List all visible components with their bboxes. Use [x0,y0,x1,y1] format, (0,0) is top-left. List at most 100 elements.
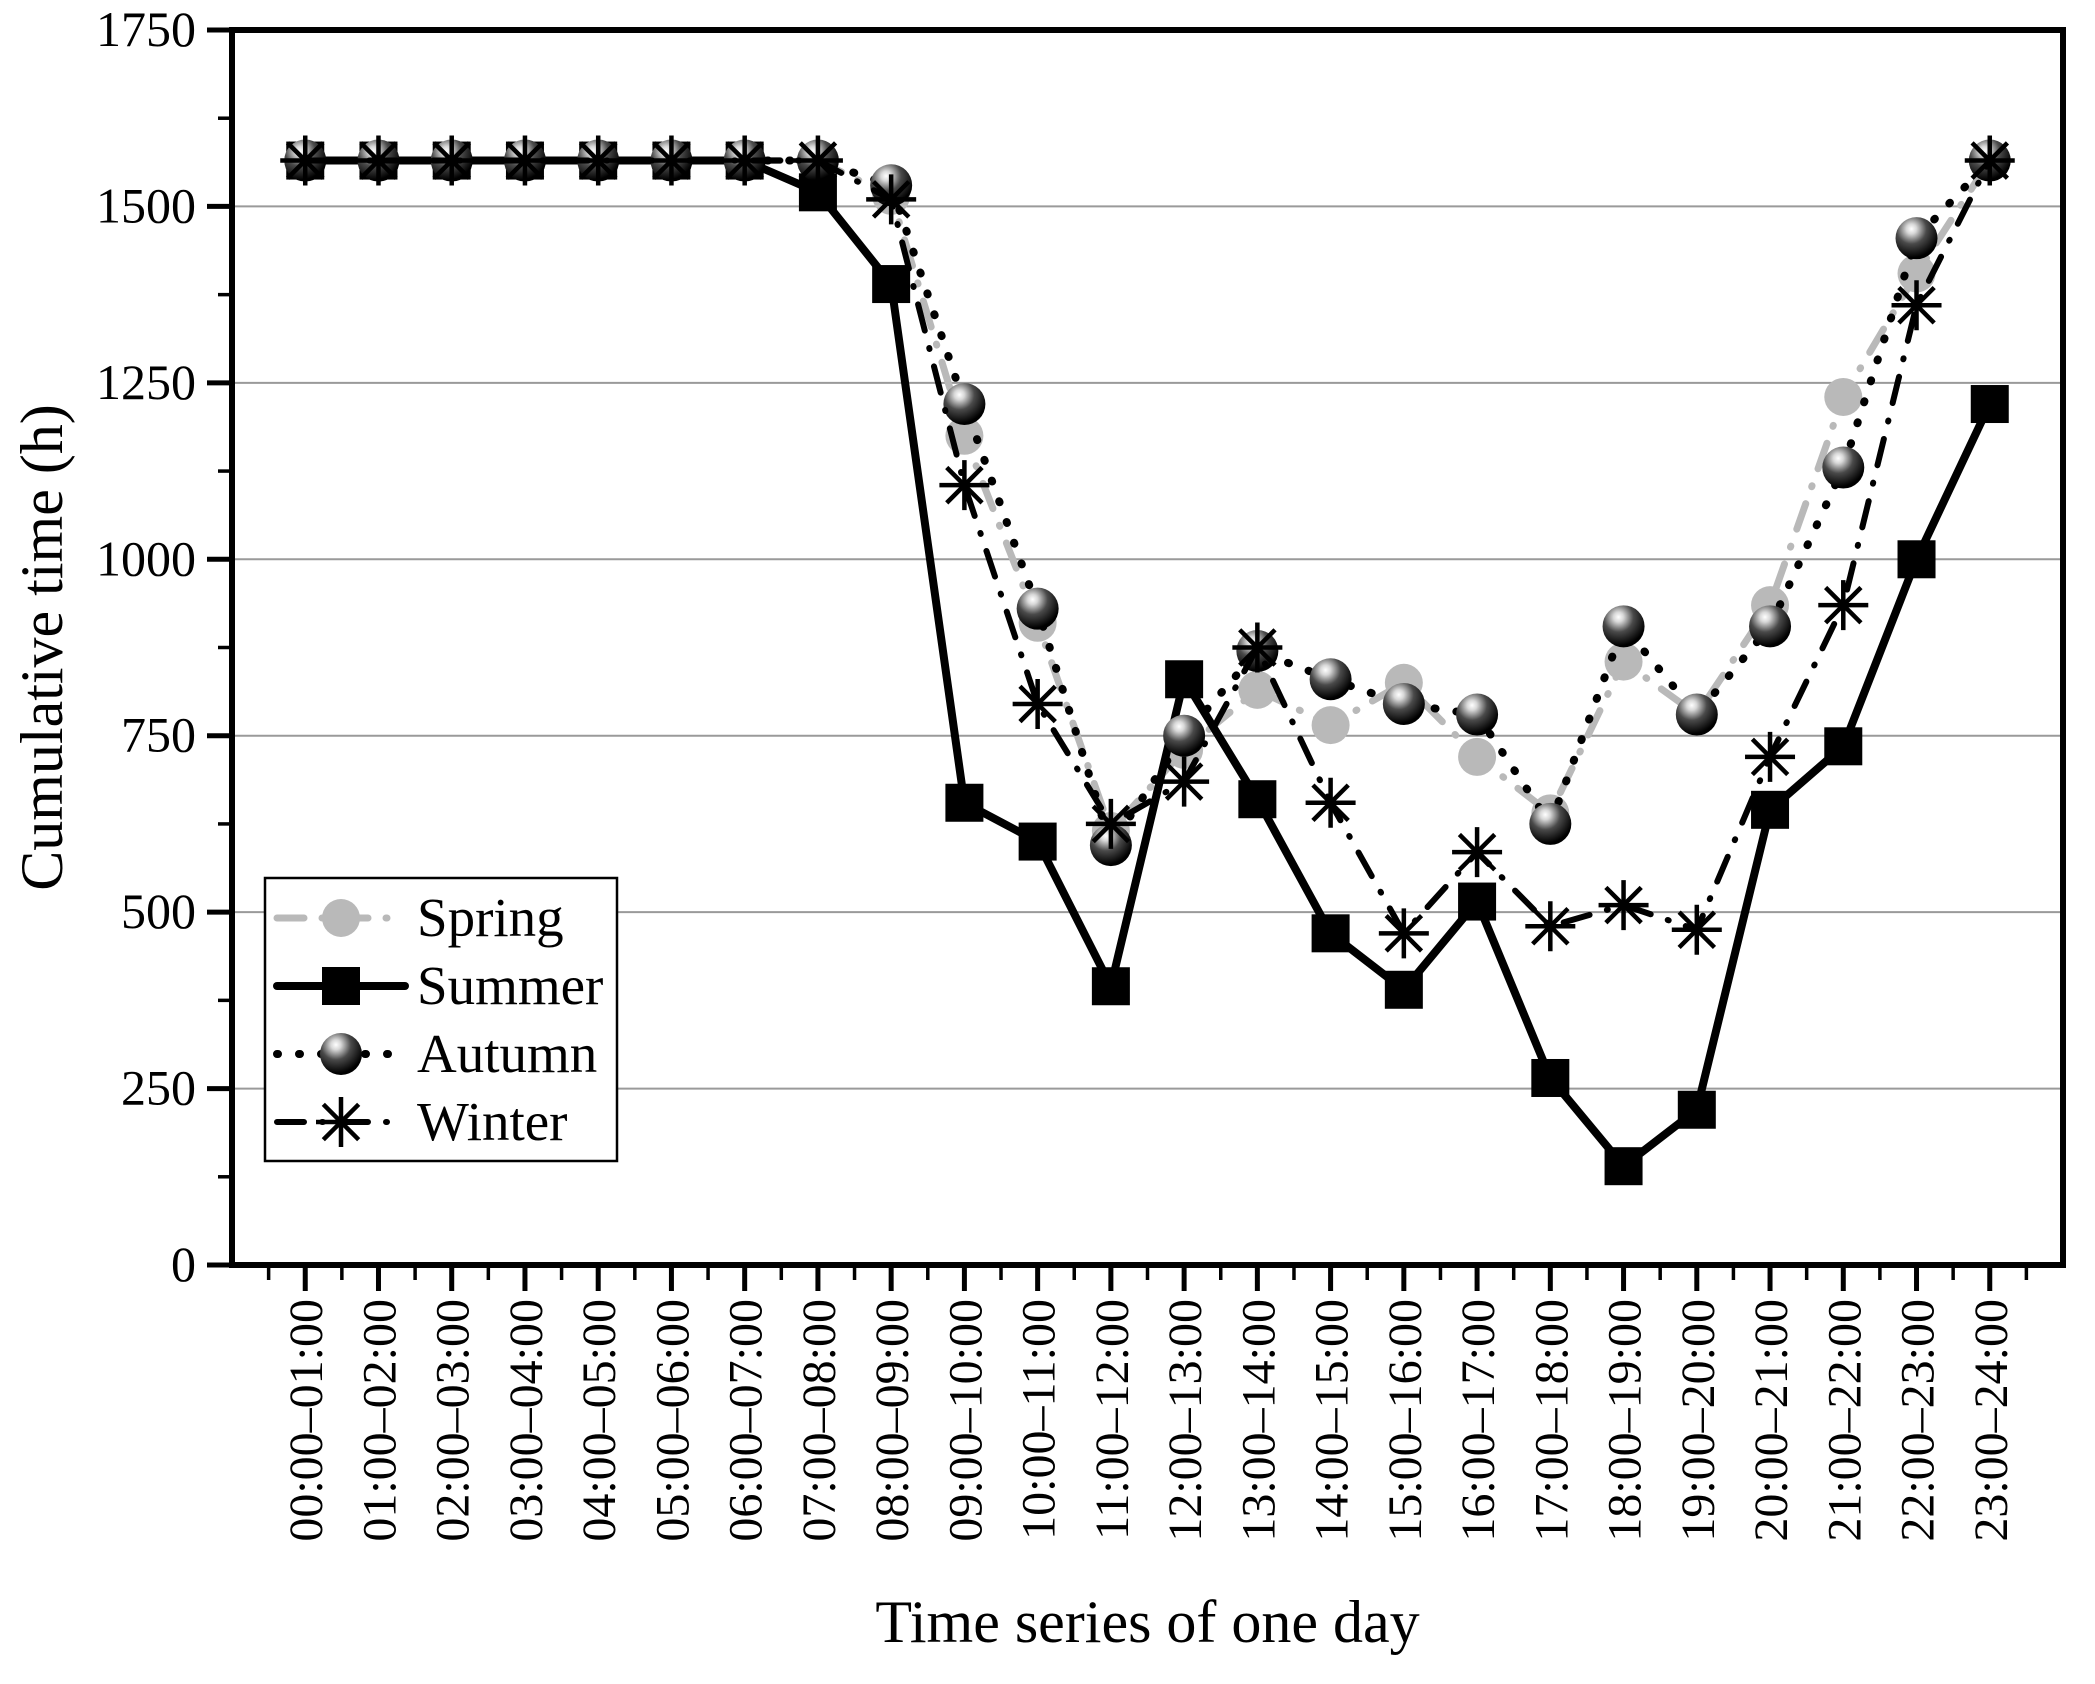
winter-asterisk-marker [1085,798,1136,849]
spring-circle-marker [1458,737,1497,776]
y-axis: 0 250 500 750 1000 1250 1500 1750 [96,1,232,1292]
autumn-sphere-marker [1529,802,1572,845]
x-tick-label: 21:00–22:00 [1818,1299,1871,1542]
x-tick-label: 18:00–19:00 [1599,1299,1652,1542]
x-tick-label: 20:00–21:00 [1745,1299,1798,1542]
winter-asterisk-marker [316,1097,366,1147]
x-tick-label: 22:00–23:00 [1892,1299,1945,1542]
winter-asterisk-marker [1818,580,1869,631]
y-tick-label: 500 [121,883,196,939]
winter-asterisk-marker [1964,135,2015,186]
legend-item-winter: Winter [274,1091,568,1152]
series-winter-markers [280,135,2015,959]
x-tick-label: 01:00–02:00 [353,1299,406,1542]
winter-asterisk-marker [353,135,404,186]
winter-asterisk-marker [939,460,990,511]
autumn-sphere-marker [320,1033,362,1075]
spring-circle-marker [1824,377,1863,416]
winter-asterisk-marker [1891,280,1942,331]
winter-asterisk-marker [573,135,624,186]
x-tick-label: 06:00–07:00 [720,1299,773,1542]
summer-square-marker [1458,882,1497,921]
autumn-sphere-marker [1749,605,1792,648]
winter-asterisk-marker [792,135,843,186]
autumn-sphere-marker [1675,693,1718,736]
y-tick-label: 1250 [96,354,196,410]
winter-asterisk-marker [1378,908,1429,959]
winter-asterisk-marker [1525,901,1576,952]
x-tick-label: 05:00–06:00 [646,1299,699,1542]
x-tick-label: 08:00–09:00 [866,1299,919,1542]
summer-square-marker [945,783,984,822]
x-tick-label: 07:00–08:00 [793,1299,846,1542]
autumn-sphere-marker [1822,446,1865,489]
summer-square-marker [322,967,360,1005]
winter-asterisk-marker [1745,731,1796,782]
winter-asterisk-marker [1232,622,1283,673]
x-axis-title: Time series of one day [875,1589,1419,1655]
summer-square-marker [1531,1058,1570,1097]
legend-label: Winter [417,1091,568,1152]
y-tick-label: 1000 [96,530,196,586]
x-tick-label: 03:00–04:00 [500,1299,553,1542]
winter-asterisk-marker [1452,827,1503,878]
x-tick-label: 19:00–20:00 [1672,1299,1725,1542]
summer-square-marker [1018,822,1057,861]
x-tick-label: 16:00–17:00 [1452,1299,1505,1542]
series-winter [280,135,2015,959]
autumn-sphere-marker [1602,605,1645,648]
spring-circle-marker [1238,670,1277,709]
summer-square-marker [872,265,911,304]
x-tick-label: 14:00–15:00 [1306,1299,1359,1542]
summer-square-marker [1238,780,1277,819]
autumn-sphere-marker [1382,682,1425,725]
autumn-sphere-marker [943,383,986,426]
winter-asterisk-marker [1012,678,1063,729]
autumn-sphere-marker [1016,587,1059,630]
summer-square-marker [1677,1090,1716,1129]
spring-circle-marker [322,899,360,937]
summer-square-marker [1091,967,1130,1006]
winter-asterisk-marker [1671,904,1722,955]
autumn-sphere-marker [1309,658,1352,701]
summer-square-marker [1384,970,1423,1009]
winter-asterisk-marker [1598,880,1649,931]
y-tick-label: 1500 [96,177,196,233]
y-tick-label: 0 [171,1236,196,1292]
summer-square-marker [1897,540,1936,579]
winter-asterisk-marker [719,135,770,186]
summer-square-marker [1751,790,1790,829]
legend-label: Autumn [417,1023,597,1084]
y-axis-title: Cumulative time (h) [9,404,75,891]
x-axis: 00:00–01:00 01:00–02:00 02:00–03:00 03:00–0… [266,1265,2029,1542]
spring-circle-marker [1604,642,1643,681]
autumn-sphere-marker [1163,714,1206,757]
summer-square-marker [1604,1147,1643,1186]
legend-item-summer: Summer [273,955,603,1016]
x-tick-label: 02:00–03:00 [427,1299,480,1542]
legend-label: Summer [417,955,603,1016]
summer-square-marker [1824,727,1863,766]
x-tick-label: 04:00–05:00 [573,1299,626,1542]
x-tick-label: 12:00–13:00 [1159,1299,1212,1542]
summer-square-marker [1970,385,2009,424]
legend-label: Spring [417,887,564,948]
winter-asterisk-marker [646,135,697,186]
winter-asterisk-marker [866,174,917,225]
summer-square-marker [1311,914,1350,953]
y-tick-label: 1750 [96,1,196,57]
summer-square-marker [1165,660,1204,699]
y-tick-label: 250 [121,1060,196,1116]
autumn-sphere-marker [1895,217,1938,260]
x-tick-label: 17:00–18:00 [1525,1299,1578,1542]
autumn-sphere-marker [1456,693,1499,736]
winter-asterisk-marker [499,135,550,186]
y-tick-label: 750 [121,707,196,763]
x-tick-label: 11:00–12:00 [1086,1299,1139,1540]
x-tick-label: 13:00–14:00 [1232,1299,1285,1542]
x-tick-label: 10:00–11:00 [1013,1299,1066,1540]
x-tick-label: 09:00–10:00 [939,1299,992,1542]
x-tick-label: 15:00–16:00 [1379,1299,1432,1542]
